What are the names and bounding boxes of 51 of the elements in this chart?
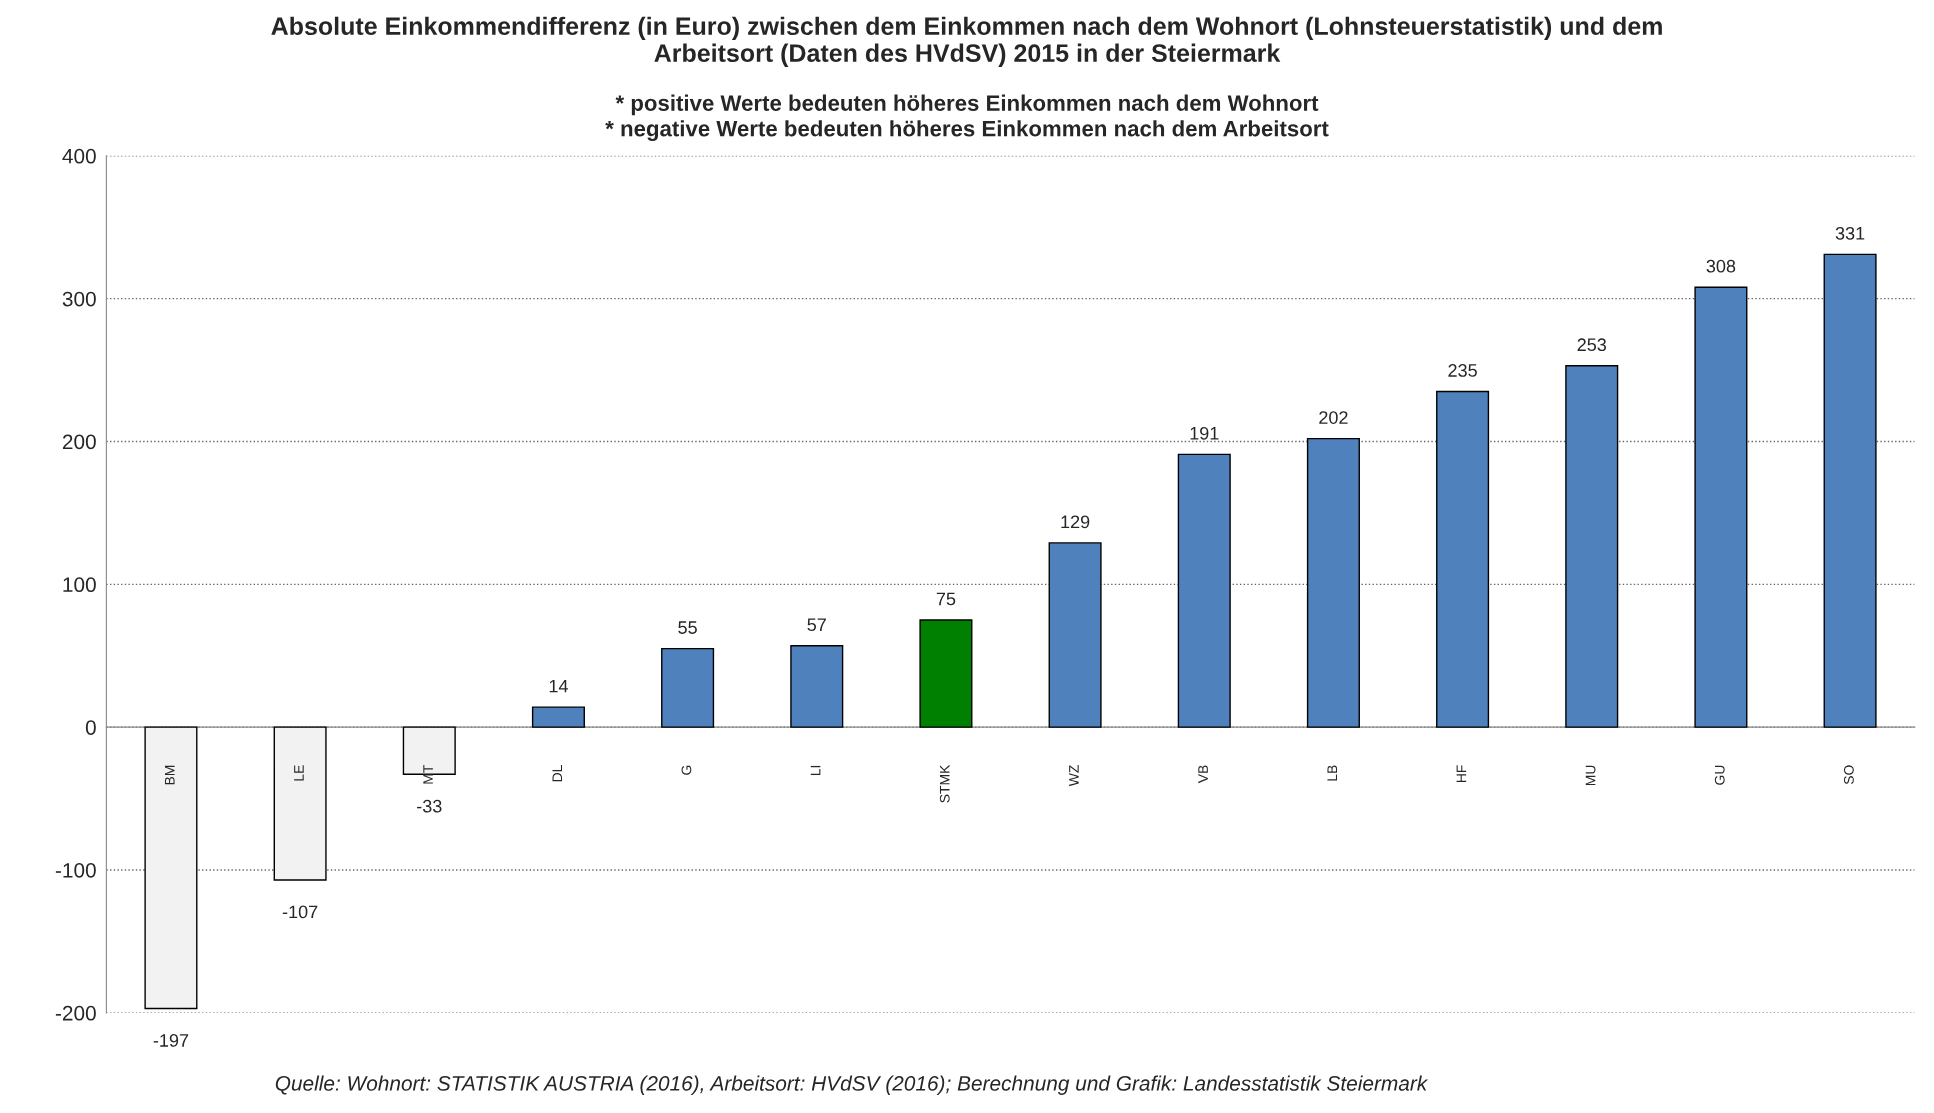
x-tick-label: VB	[1198, 765, 1208, 784]
bar	[790, 645, 844, 728]
bar	[1048, 542, 1102, 728]
bar	[1177, 453, 1231, 728]
data-label: 57	[807, 618, 826, 632]
bar	[919, 619, 973, 728]
y-tick-label: 100	[63, 577, 96, 593]
x-tick-label: LE	[294, 765, 304, 781]
y-tick-label: -100	[55, 863, 96, 878]
x-tick-label: MT	[423, 764, 433, 784]
data-label: 75	[936, 592, 956, 606]
chart-title: Absolute Einkommendifferenz (in Euro) zwischen dem Einkommen nach dem Wohnort (Lohnsteuerstatistik) und dem Arbeitsort (Daten des HVdSV) 2015 in der Steiermark	[271, 16, 1662, 67]
bar	[144, 726, 198, 1010]
data-label: -197	[153, 1034, 189, 1047]
x-tick-label: MU	[1585, 765, 1596, 786]
data-label: 331	[1835, 226, 1865, 240]
bar	[1694, 286, 1748, 728]
chart-subtitle: * positive Werte bedeuten höheres Einkommen nach dem Wohnort * negative Werte bedeuten höheres Einkommen nach dem Arbeitsort	[605, 94, 1329, 141]
bar	[273, 726, 327, 881]
data-label: 202	[1319, 411, 1348, 424]
y-tick-label: -200	[55, 1005, 96, 1021]
y-tick-label: 300	[62, 291, 96, 307]
x-tick-label: HF	[1456, 765, 1467, 783]
bar	[1823, 253, 1877, 728]
data-label: -33	[417, 799, 442, 813]
x-tick-label: WZ	[1069, 765, 1079, 787]
x-tick-label: STMK	[939, 764, 950, 803]
data-label: 253	[1577, 338, 1607, 352]
bar	[531, 706, 585, 728]
bar	[1565, 365, 1619, 728]
x-tick-label: G	[681, 765, 692, 775]
data-label: 235	[1448, 364, 1477, 377]
y-tick-label: 200	[62, 434, 96, 450]
x-tick-label: GU	[1714, 765, 1725, 785]
x-tick-label: DL	[552, 765, 563, 782]
data-label: 129	[1061, 515, 1090, 529]
data-label: 308	[1706, 259, 1736, 273]
data-label: 55	[678, 621, 697, 634]
y-tick-label: 0	[85, 720, 96, 735]
y-tick-label: 400	[62, 148, 96, 164]
data-label: 14	[549, 679, 568, 693]
data-label: 191	[1190, 426, 1219, 440]
data-label: -107	[282, 905, 318, 919]
x-tick-label: SO	[1843, 765, 1854, 785]
x-tick-label: LB	[1327, 765, 1338, 781]
x-tick-label: BM	[164, 765, 175, 785]
bar	[661, 647, 715, 728]
bar	[1306, 437, 1360, 728]
bar	[1436, 390, 1490, 728]
x-tick-label: LI	[810, 765, 821, 776]
source-note: Quelle: Wohnort: STATISTIK AUSTRIA (2016), Arbeitsort: HVdSV (2016); Berechnung und Grafik: Landesstatistik Steiermark	[275, 1075, 1429, 1095]
